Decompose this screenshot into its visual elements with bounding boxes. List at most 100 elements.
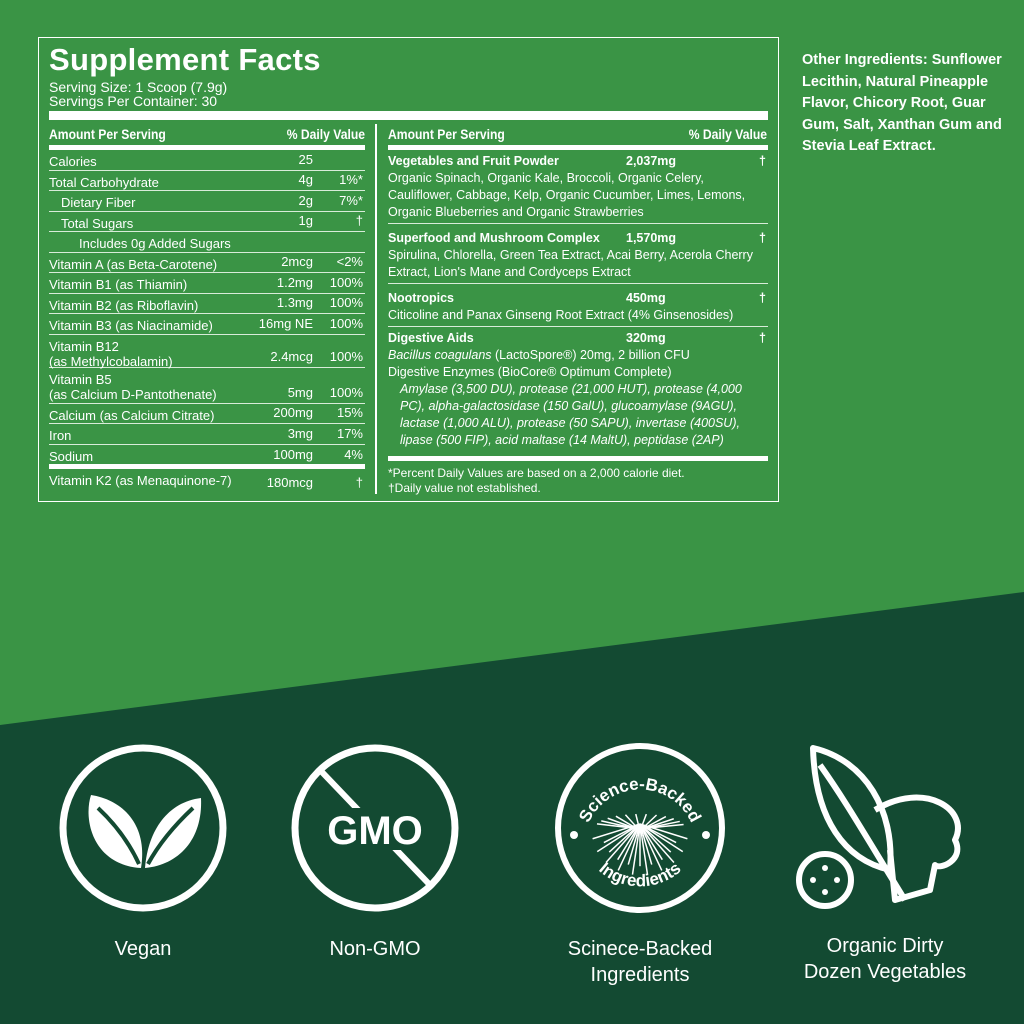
footnotes: *Percent Daily Values are based on a 2,0… [388, 466, 685, 496]
nutrient-name: Sodium [49, 448, 94, 464]
blend-amount: 1,570mg [626, 231, 677, 245]
blend-ingredients: Spirulina, Chlorella, Green Tea Extract,… [388, 248, 753, 279]
nutrient-row: Total Sugars 1g † [49, 212, 365, 232]
nutrient-row: Calcium (as Calcium Citrate) 200mg 15% [49, 404, 365, 424]
blend-dv: † [759, 331, 766, 345]
nutrient-name: Vitamin B5 (as Calcium D-Pantothenate) [49, 371, 217, 402]
nutrient-dv: 100% [329, 384, 363, 400]
nutrient-row: Vitamin B1 (as Thiamin) 1.2mg 100% [49, 273, 365, 294]
nutrient-amount: 5mg [287, 384, 313, 400]
nutrient-amount: 4g [298, 172, 313, 187]
dark-band [0, 592, 1024, 1024]
nutrient-name: Dietary Fiber [61, 195, 136, 210]
blend-section: Nootropics 450mg † Citicoline and Panax Gin… [388, 290, 768, 327]
nutrient-name: Vitamin B12 (as Methylcobalamin) [49, 338, 173, 369]
nutrient-name: Vitamin A (as Beta-Carotene) [49, 256, 218, 272]
facts-title: Supplement Facts [49, 42, 321, 77]
nutrient-dv: 100% [329, 295, 363, 310]
column-divider [375, 124, 377, 494]
nutrient-amount: 25 [298, 151, 313, 167]
nutrient-row: Vitamin B2 (as Riboflavin) 1.3mg 100% [49, 294, 365, 314]
blend-dv: † [759, 231, 766, 245]
blend-section: Vegetables and Fruit Powder 2,037mg † Organ… [388, 153, 768, 224]
nutrient-amount: 2g [298, 192, 313, 208]
svg-text:Science-Backed: Science-Backed [575, 774, 705, 825]
nutrient-dv: 15% [336, 405, 363, 420]
footnote-divider [388, 456, 768, 461]
nutrient-dv: <2% [336, 254, 363, 269]
thick-divider [49, 111, 768, 120]
nutrient-row: Calories 25 [49, 150, 365, 171]
blend-name: Superfood and Mushroom Complex [388, 231, 600, 245]
no-gmo-icon: GMO [291, 744, 459, 912]
blend-name: Digestive Aids [388, 331, 474, 345]
leaf-icon [59, 744, 227, 912]
badge-label-non-gmo: Non-GMO [329, 938, 421, 960]
nutrient-amount: 200mg [273, 405, 313, 420]
badge-label-organic: Organic Dirty Dozen Vegetables [803, 935, 967, 983]
left-header-amount: Amount Per Serving [49, 127, 166, 142]
nutrient-name: Total Sugars [61, 215, 134, 231]
nutrient-dv: 100% [329, 348, 363, 364]
probiotic-name: Bacillus coagulans [388, 348, 492, 362]
nutrient-amount: 1.3mg [276, 295, 313, 310]
nutrient-amount: 1g [298, 213, 313, 228]
blend-ingredients: Organic Spinach, Organic Kale, Broccoli,… [388, 171, 746, 219]
nutrient-amount: 1.2mg [276, 274, 313, 290]
blend-ingredients: Citicoline and Panax Ginseng Root Extrac… [388, 308, 734, 322]
blend-section: Digestive Aids 320mg † Bacillus coagulans (… [388, 330, 768, 451]
nutrient-amount: 180mcg [266, 475, 313, 490]
blend-amount: 320mg [626, 331, 666, 345]
badge-label-vegan: Vegan [114, 938, 172, 960]
nutrient-dv: 100% [329, 274, 363, 290]
nutrient-amount: 2.4mcg [270, 348, 313, 364]
nutrient-dv: 17% [336, 425, 363, 441]
enzymes-title: Digestive Enzymes (BioCore® Optimum Comp… [388, 365, 672, 379]
nutrient-amount: 100mg [273, 447, 313, 462]
serving-size: Serving Size: 1 Scoop (7.9g) [49, 79, 228, 95]
nutrient-row: Total Carbohydrate 4g 1%* [49, 171, 365, 191]
nutrient-amount: 3mg [287, 425, 313, 441]
nutrient-dv: 1%* [339, 172, 363, 187]
right-header-amount: Amount Per Serving [388, 127, 505, 142]
svg-text:GMO: GMO [327, 809, 423, 853]
nutrient-name: Calories [49, 154, 97, 169]
left-header-dv: % Daily Value [286, 127, 365, 142]
servings-per-container: Servings Per Container: 30 [49, 93, 218, 109]
nutrient-dv: 4% [344, 447, 363, 462]
nutrient-row: Sodium 100mg 4% [49, 445, 365, 466]
nutrient-amount: 16mg NE [258, 315, 313, 331]
nutrient-row: Dietary Fiber 2g 7%* [49, 191, 365, 212]
probiotic-detail: (LactoSpore®) 20mg, 2 billion CFU [491, 348, 690, 362]
nutrient-dv: † [355, 475, 363, 490]
supplement-facts-panel: Supplement Facts Serving Size: 1 Scoop (… [38, 37, 779, 502]
nutrient-name: Calcium (as Calcium Citrate) [49, 407, 215, 423]
right-header-divider [388, 145, 768, 150]
nutrient-dv: 100% [329, 315, 363, 331]
k2-divider [49, 464, 365, 469]
blend-section: Superfood and Mushroom Complex 1,570mg † Sp… [388, 230, 768, 284]
blend-dv: † [759, 291, 766, 305]
nutrient-name: Total Carbohydrate [49, 174, 159, 190]
science-backed-seal-icon: Science-Backed Ingredients [555, 743, 725, 913]
nutrient-name: Vitamin K2 (as Menaquinone-7) [49, 473, 232, 488]
nutrient-row: Vitamin B5 (as Calcium D-Pantothenate) 5m… [49, 368, 365, 404]
blend-amount: 450mg [626, 291, 666, 305]
enzymes-list: Amylase (3,500 DU), protease (21,000 HUT… [400, 382, 742, 447]
nutrient-row: Iron 3mg 17% [49, 424, 365, 445]
nutrient-name: Iron [49, 428, 72, 443]
nutrient-row: Vitamin B3 (as Niacinamide) 16mg NE 100% [49, 314, 365, 335]
blend-dv: † [759, 154, 766, 168]
nutrient-row: Vitamin K2 (as Menaquinone-7) 180mcg † [49, 469, 365, 493]
left-header-divider [49, 145, 365, 150]
vegetables-icon [796, 745, 961, 909]
nutrient-name: Vitamin B2 (as Riboflavin) [49, 297, 199, 313]
nutrient-dv: † [355, 213, 363, 228]
right-header-dv: % Daily Value [688, 127, 767, 142]
nutrient-name: Includes 0g Added Sugars [79, 236, 231, 251]
footnote-dv: *Percent Daily Values are based on a 2,0… [388, 466, 685, 480]
other-ingredients: Other Ingredients: Sunflower Lecithin, N… [802, 52, 1002, 154]
nutrient-dv: 7%* [339, 192, 363, 208]
badge-label-science-backed: Scinece-Backed Ingredients [567, 938, 713, 986]
